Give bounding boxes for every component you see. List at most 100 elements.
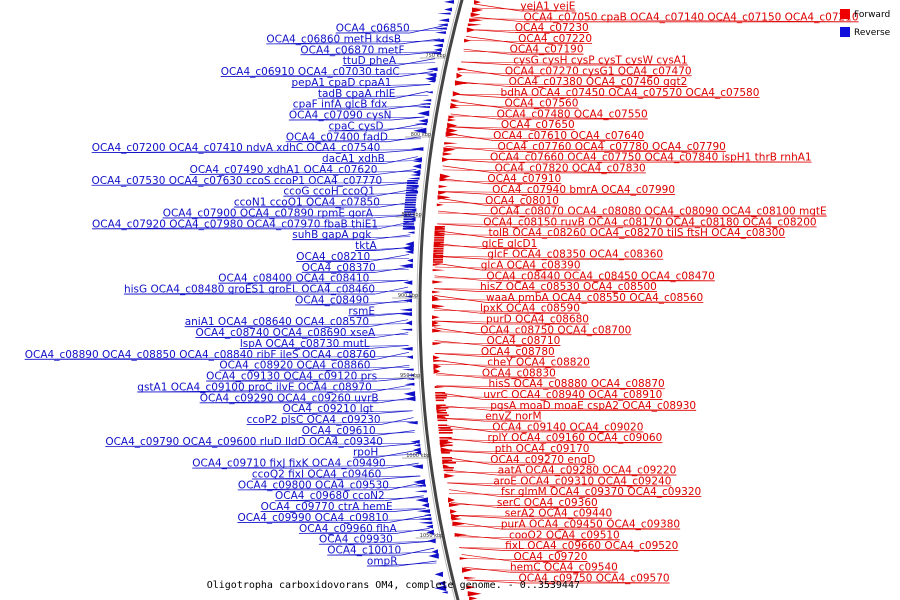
gene-label[interactable]: OCA4_c07760 bbox=[498, 141, 572, 153]
gene-label[interactable]: OCA4_c07750 bbox=[564, 152, 641, 164]
gene-label[interactable]: OCA4_c09460 bbox=[304, 468, 381, 480]
gene-label[interactable]: OCA4_c07230 bbox=[515, 22, 589, 34]
gene-label[interactable]: hisG bbox=[124, 284, 147, 296]
gene-label[interactable]: OCA4_c07090 bbox=[289, 110, 363, 122]
gene-label[interactable]: ccoG bbox=[283, 186, 309, 198]
gene-label[interactable]: OCA4_c09240 bbox=[594, 475, 671, 487]
gene-label[interactable]: OCA4_c10010 bbox=[327, 545, 401, 557]
gene-label[interactable]: OCA4_c09290 bbox=[200, 392, 274, 404]
gene-label[interactable]: OCA4_c09710 bbox=[192, 458, 266, 470]
gene-label[interactable]: OCA4_c08470 bbox=[638, 270, 715, 282]
gene-label[interactable]: ccoQ1 bbox=[339, 186, 375, 198]
gene-label[interactable]: OCA4_c08970 bbox=[295, 381, 372, 393]
gene-label[interactable]: OCA4_c07830 bbox=[569, 162, 646, 174]
gene-label[interactable]: OCA4_c07270 cysG1 bbox=[505, 65, 615, 77]
gene-label[interactable]: fbaB bbox=[320, 218, 347, 230]
gene-label[interactable]: OCA4_c07050 cpaB bbox=[524, 11, 627, 23]
gene-label[interactable]: OCA4_c09530 bbox=[312, 479, 389, 491]
gene-label[interactable]: OCA4_c09270 bbox=[490, 454, 564, 466]
gene-label[interactable]: purA bbox=[501, 519, 527, 531]
gene-label[interactable]: OCA4_c06860 bbox=[266, 33, 340, 45]
gene-label[interactable]: xseA bbox=[347, 327, 376, 339]
gene-label[interactable]: OCA4_c08640 bbox=[215, 316, 292, 328]
gene-label[interactable]: aniA1 bbox=[185, 316, 215, 328]
gene-label[interactable]: cysG cysH cysP cysT cysW cysA1 bbox=[513, 54, 687, 66]
gene-label[interactable]: cheY bbox=[487, 357, 513, 369]
gene-label[interactable]: OCA4_c08880 bbox=[510, 378, 587, 390]
gene-label[interactable]: cooO2 bbox=[509, 529, 543, 541]
gene-label[interactable]: lspA bbox=[240, 338, 263, 350]
gene-label[interactable]: OCA4_c09800 bbox=[238, 479, 312, 491]
gene-label[interactable]: ribF bbox=[253, 349, 276, 361]
gene-label[interactable]: OCA4_c07770 bbox=[305, 175, 382, 187]
gene-label[interactable]: gapA bbox=[318, 229, 349, 241]
gene-label[interactable]: OCA4_c08820 bbox=[513, 357, 590, 369]
gene-label[interactable]: OCA4_c07460 bbox=[583, 76, 660, 88]
gene-label[interactable]: OCA4_c07910 bbox=[487, 173, 561, 185]
gene-label[interactable]: OCA4_c08360 bbox=[586, 249, 663, 261]
gene-label[interactable]: serC bbox=[497, 497, 521, 509]
gene-label[interactable]: cpaF bbox=[293, 99, 318, 111]
gene-label[interactable]: OCA4_c07530 bbox=[92, 175, 166, 187]
gene-label[interactable]: ompR bbox=[367, 556, 398, 568]
gene-label[interactable]: OCA4_c09220 bbox=[599, 465, 676, 477]
gene-label[interactable]: gorA bbox=[345, 207, 374, 219]
gene-label[interactable]: norM bbox=[512, 411, 542, 423]
gene-label[interactable]: OCA4_c09320 bbox=[624, 486, 701, 498]
gene-label[interactable]: OCA4_c09570 bbox=[592, 573, 669, 585]
gene-label[interactable]: OCA4_c08070 bbox=[490, 206, 564, 218]
gene-label[interactable]: OCA4_c08710 bbox=[486, 335, 560, 347]
gene-label[interactable]: fsr bbox=[501, 486, 515, 498]
gene-label[interactable]: hisS bbox=[489, 378, 511, 390]
gene-label[interactable]: OCA4_c07450 bbox=[528, 87, 605, 99]
gene-label[interactable]: OCA4_c06870 bbox=[300, 44, 374, 56]
gene-label[interactable]: OCA4_c08450 bbox=[560, 270, 637, 282]
gene-label[interactable]: glmM bbox=[515, 486, 547, 498]
gene-label[interactable]: OCA4_c09100 bbox=[167, 381, 244, 393]
gene-label[interactable]: OCA4_c08570 bbox=[292, 316, 369, 328]
gene-label[interactable]: OCA4_c07790 bbox=[649, 141, 726, 153]
gene-label[interactable]: OCA4_c07380 bbox=[509, 76, 583, 88]
gene-label[interactable]: ndvA bbox=[243, 142, 274, 154]
gene-label[interactable]: OCA4_c08350 bbox=[509, 249, 586, 261]
gene-label[interactable]: OCA4_c07990 bbox=[598, 184, 675, 196]
gene-label[interactable]: tolB bbox=[488, 227, 509, 239]
gene-label[interactable]: rpmE bbox=[314, 207, 345, 219]
gene-label[interactable]: OCA4_c08940 bbox=[508, 389, 585, 401]
gene-label[interactable]: cspA2 bbox=[584, 400, 619, 412]
gene-label[interactable]: OCA4_c07210 bbox=[781, 11, 858, 23]
gene-label[interactable]: OCA4_c09450 bbox=[526, 519, 603, 531]
gene-label[interactable]: pgsA bbox=[490, 400, 517, 412]
gene-label[interactable]: OCA4_c08690 bbox=[269, 327, 346, 339]
gene-label[interactable]: OCA4_c09720 bbox=[514, 551, 588, 563]
gene-label[interactable]: glcA bbox=[481, 260, 504, 272]
gene-label[interactable]: OCA4_c09960 bbox=[299, 523, 373, 535]
gene-label[interactable]: xdhB bbox=[355, 153, 385, 165]
gene-label[interactable]: moaE bbox=[551, 400, 584, 412]
gene-label[interactable]: rpoH bbox=[353, 447, 378, 459]
gene-label[interactable]: OCA4_c09660 bbox=[524, 540, 601, 552]
gene-label[interactable]: OCA4_c09380 bbox=[603, 519, 680, 531]
gene-label[interactable]: OCA4_c08830 bbox=[482, 367, 556, 379]
gene-label[interactable]: pmbA bbox=[515, 292, 550, 304]
gene-label[interactable]: OCA4_c09280 bbox=[522, 465, 599, 477]
gene-label[interactable]: OCA4_c07840 ispH1 thrB rnhA1 bbox=[641, 152, 811, 164]
gene-label[interactable]: pth bbox=[495, 443, 512, 455]
gene-label[interactable]: OCA4_c07150 bbox=[704, 11, 781, 23]
gene-label[interactable]: OCA4_c07140 bbox=[627, 11, 704, 23]
gene-label[interactable]: fixL bbox=[505, 540, 524, 552]
gene-label[interactable]: OCA4_c06910 bbox=[221, 66, 295, 78]
gene-label[interactable]: OCA4_c08700 bbox=[554, 324, 631, 336]
gene-label[interactable]: OCA4_c09370 bbox=[547, 486, 624, 498]
gene-label[interactable]: OCA4_c07570 bbox=[605, 87, 682, 99]
gene-label[interactable]: ctrA bbox=[335, 501, 361, 513]
gene-label[interactable]: groES1 groEL bbox=[224, 284, 298, 296]
gene-label[interactable]: OCA4_c07630 bbox=[165, 175, 242, 187]
gene-label[interactable]: glcF bbox=[487, 249, 508, 261]
gene-label[interactable]: thiE1 bbox=[348, 218, 378, 230]
gene-label[interactable]: cpaC bbox=[329, 120, 355, 132]
gene-label[interactable]: OCA4_c08490 bbox=[295, 294, 369, 306]
gene-label[interactable]: OCA4_c08760 bbox=[299, 349, 376, 361]
gene-label[interactable]: OCA4_c09440 bbox=[535, 508, 612, 520]
gene-label[interactable]: OCA4_c07480 bbox=[497, 108, 571, 120]
